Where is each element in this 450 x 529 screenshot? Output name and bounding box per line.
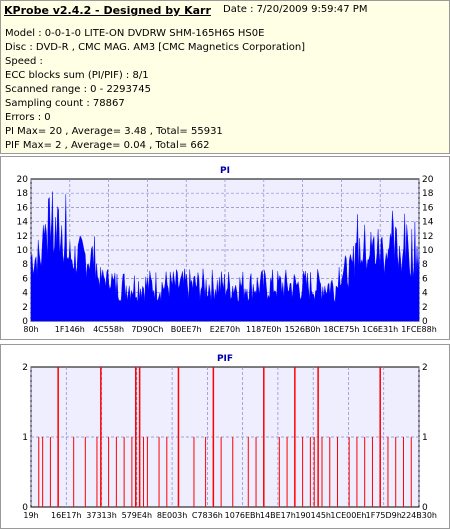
- pif-x-tick-label: 37313h: [86, 511, 117, 520]
- pif-x-tick-label: 579E4h: [122, 511, 152, 520]
- pi-y-tick-right: 8: [422, 260, 428, 270]
- pi-x-tick-label: 7D90Ch: [131, 325, 163, 334]
- pi-y-tick-right: 16: [422, 203, 434, 213]
- pi-chart-title: PI: [220, 166, 230, 176]
- pif-y-tick-right: 2: [422, 363, 428, 373]
- pi-y-tick-right: 2: [422, 303, 428, 313]
- pi-x-tick-label: 1187E0h: [246, 325, 282, 334]
- pi-x-tick-label: 1FCE88h: [401, 325, 437, 334]
- pif-x-tick-label: 190145h: [295, 511, 331, 520]
- pif-x-tick-label: C7836h: [192, 511, 223, 520]
- pif-x-tick-label: 1076EBh: [225, 511, 261, 520]
- pi-x-tick-label: 18CE75h: [323, 325, 359, 334]
- pi-x-tick-label: E2E70h: [210, 325, 240, 334]
- pi-x-tick-label: 4C558h: [93, 325, 124, 334]
- pif-x-tick-label: 8E003h: [157, 511, 187, 520]
- pi-y-tick-right: 14: [422, 218, 434, 228]
- pi-y-tick-right: 6: [422, 274, 428, 284]
- scan-date: Date : 7/20/2009 9:59:47 PM: [223, 4, 368, 15]
- model-line: Model : 0-0-1-0 LITE-ON DVDRW SHM-165H6S…: [5, 28, 265, 39]
- pif-y-tick-right: 1: [422, 433, 428, 443]
- app-title: KProbe v2.4.2 - Designed by Karr: [4, 4, 211, 17]
- pi-y-tick-right: 0: [422, 317, 428, 327]
- pif-x-tick-label: 224B30h: [401, 511, 437, 520]
- pif-x-tick-label: 14BE17h: [260, 511, 296, 520]
- pif-y-tick-left: 1: [22, 433, 28, 443]
- disc-info-panel: KProbe v2.4.2 - Designed by Karr Date : …: [0, 0, 450, 154]
- sampling-count-line: Sampling count : 78867: [5, 98, 125, 109]
- pif-x-tick-label: 16E17h: [51, 511, 81, 520]
- pi-x-tick-label: 80h: [23, 325, 38, 334]
- pi-summary-line: PI Max= 20 , Average= 3.48 , Total= 5593…: [5, 126, 223, 137]
- pi-y-tick-right: 18: [422, 189, 434, 199]
- pif-x-tick-label: 19h: [23, 511, 38, 520]
- pi-y-tick-right: 4: [422, 289, 428, 299]
- pi-x-tick-label: 1526B0h: [285, 325, 321, 334]
- pi-x-tick-label: B0EE7h: [171, 325, 202, 334]
- pi-y-tick-left: 16: [17, 203, 29, 213]
- speed-line: Speed :: [5, 56, 43, 67]
- disc-line: Disc : DVD-R , CMC MAG. AM3 [CMC Magneti…: [5, 42, 306, 53]
- pi-y-tick-left: 8: [22, 260, 28, 270]
- pif-y-tick-left: 0: [22, 503, 28, 513]
- pi-chart-panel: PI 0 0 2 2 4 4 6 6 8 8 10 10 12 12 14 14 16 16 18 18 20 20 80h 1…: [0, 156, 450, 340]
- pi-y-tick-right: 10: [422, 246, 434, 256]
- scanned-range-line: Scanned range : 0 - 2293745: [5, 84, 151, 95]
- pi-y-tick-left: 6: [22, 274, 28, 284]
- ecc-line: ECC blocks sum (PI/PIF) : 8/1: [5, 70, 149, 81]
- pif-chart: PIF 0 0 1 1 2 2 19h 16E17h 37313h 579E4h 8E003h C783…: [22, 354, 437, 520]
- errors-line: Errors : 0: [5, 112, 51, 123]
- pi-y-tick-left: 14: [17, 218, 29, 228]
- pif-y-tick-left: 2: [22, 363, 28, 373]
- pif-summary-line: PIF Max= 2 , Average= 0.04 , Total= 662: [5, 140, 210, 151]
- pif-x-tick-label: 1CE00Eh: [330, 511, 366, 520]
- pi-y-tick-left: 18: [17, 189, 29, 199]
- pi-y-tick-left: 0: [22, 317, 28, 327]
- pif-chart-title: PIF: [217, 354, 233, 364]
- pi-y-tick-left: 12: [17, 232, 28, 242]
- pi-y-tick-right: 20: [422, 175, 434, 185]
- pif-plot-area: [30, 366, 420, 508]
- pi-x-tick-label: 1C6E31h: [362, 325, 398, 334]
- pif-chart-panel: PIF 0 0 1 1 2 2 19h 16E17h 37313h 579E4h 8E003h C783…: [0, 344, 450, 529]
- pi-series-area: [30, 191, 420, 322]
- pi-x-tick-label: 1F146h: [55, 325, 85, 334]
- pi-chart: PI 0 0 2 2 4 4 6 6 8 8 10 10 12 12 14 14 16 16 18 18 20 20 80h 1…: [17, 166, 437, 334]
- pif-y-tick-right: 0: [422, 503, 428, 513]
- pi-y-tick-right: 12: [422, 232, 433, 242]
- pif-x-tick-label: 1F75D9h: [366, 511, 402, 520]
- pi-y-tick-left: 4: [22, 289, 28, 299]
- pi-y-tick-left: 2: [22, 303, 28, 313]
- pi-y-tick-left: 10: [17, 246, 29, 256]
- pi-y-tick-left: 20: [17, 175, 29, 185]
